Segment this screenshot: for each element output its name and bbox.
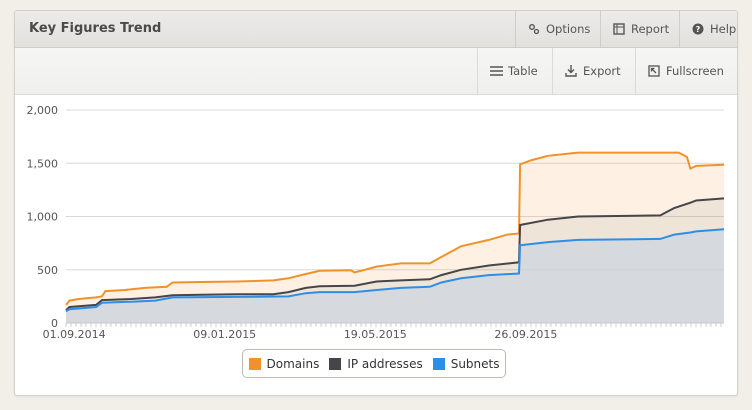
y-tick-label: 2,000 xyxy=(27,104,59,117)
legend-label-ip-addresses: IP addresses xyxy=(347,356,423,371)
legend-label-subnets: Subnets xyxy=(450,356,500,371)
key-figures-widget: Key Figures Trend Options Report ? Help … xyxy=(14,10,738,396)
legend-item-subnets[interactable]: Subnets xyxy=(432,356,500,371)
table-label: Table xyxy=(508,64,538,78)
series-line-domains xyxy=(65,151,725,306)
area-subnets xyxy=(66,229,724,323)
x-tick-label: 26.09.2015 xyxy=(494,328,557,341)
options-button[interactable]: Options xyxy=(515,11,600,47)
series-line-subnets xyxy=(65,228,725,313)
x-tick-label: 01.09.2014 xyxy=(43,328,106,341)
gear-icon xyxy=(528,23,540,35)
y-tick-label: 1,000 xyxy=(27,211,59,224)
fullscreen-label: Fullscreen xyxy=(666,64,724,78)
widget-titlebar: Key Figures Trend Options Report ? Help xyxy=(15,11,737,48)
chart-toolbar: Table Export Fullscreen xyxy=(15,48,737,95)
legend-item-domains[interactable]: Domains xyxy=(248,356,320,371)
subnets-swatch xyxy=(432,357,445,370)
options-label: Options xyxy=(546,22,591,36)
series-line-ip-addresses xyxy=(65,197,725,311)
widget-title: Key Figures Trend xyxy=(29,21,162,36)
table-button[interactable]: Table xyxy=(477,48,552,94)
report-button[interactable]: Report xyxy=(600,11,679,47)
report-label: Report xyxy=(631,22,670,36)
fullscreen-icon xyxy=(648,65,660,77)
help-label: Help xyxy=(710,22,737,36)
domains-swatch xyxy=(248,357,261,370)
fullscreen-button[interactable]: Fullscreen xyxy=(635,48,737,94)
report-icon xyxy=(613,23,625,35)
help-icon: ? xyxy=(692,23,704,35)
x-tick-label: 19.05.2015 xyxy=(344,328,407,341)
legend-item-ip-addresses[interactable]: IP addresses xyxy=(329,356,423,371)
help-button[interactable]: ? Help xyxy=(679,11,737,47)
y-tick-label: 500 xyxy=(37,264,58,277)
y-tick-label: 1,500 xyxy=(27,157,59,170)
list-icon xyxy=(490,65,503,77)
x-tick-label: 09.01.2015 xyxy=(193,328,256,341)
svg-text:?: ? xyxy=(696,25,701,34)
export-button[interactable]: Export xyxy=(552,48,635,94)
download-icon xyxy=(565,65,577,77)
chart-legend: Domains IP addresses Subnets xyxy=(242,349,506,378)
y-tick-label: 0 xyxy=(51,317,58,330)
ip-addresses-swatch xyxy=(329,357,342,370)
export-label: Export xyxy=(583,64,621,78)
key-figures-chart: 0 500 1,000 1,500 2,000 01.09.2014 09.01.2015 1… xyxy=(27,104,725,341)
legend-label-domains: Domains xyxy=(266,356,320,371)
